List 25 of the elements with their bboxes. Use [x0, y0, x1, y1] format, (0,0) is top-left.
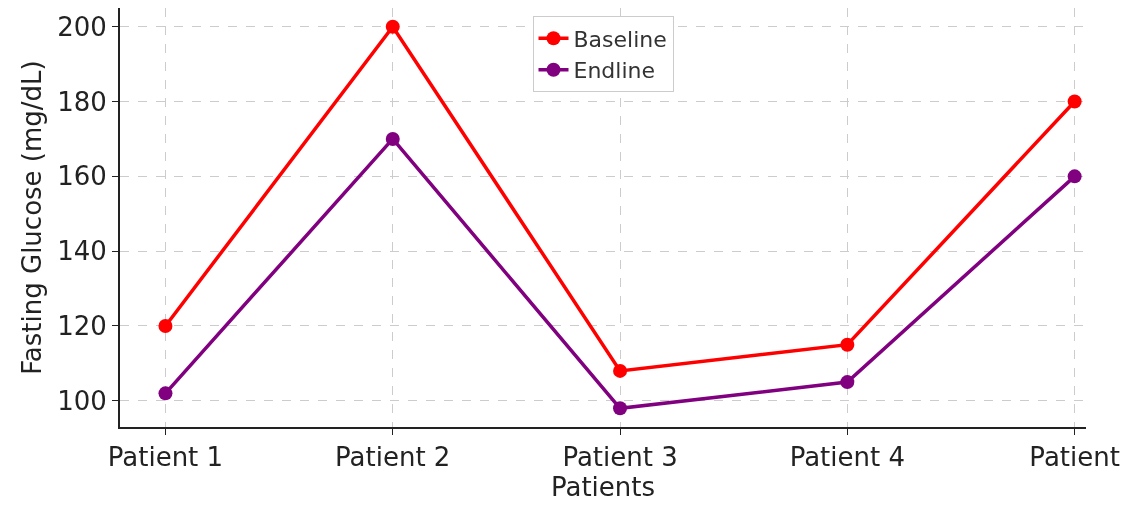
point [385, 19, 400, 34]
point [158, 318, 173, 333]
x-tick-label: Patient 1 [107, 442, 224, 473]
legend-label: Baseline [573, 26, 667, 52]
x-tick-label: Patient 4 [789, 442, 906, 473]
point [1067, 94, 1082, 109]
point [840, 337, 855, 352]
y-tick-label: 100 [57, 385, 107, 416]
y-tick-label: 120 [57, 311, 107, 342]
y-tick-label: 160 [57, 161, 107, 192]
x-tick-label: Patient 3 [562, 442, 678, 473]
y-tick-label: 180 [57, 86, 107, 117]
point [1067, 169, 1082, 184]
point [385, 131, 400, 146]
y-tick-label: 140 [57, 236, 107, 267]
point [158, 386, 173, 401]
point [840, 375, 855, 390]
y-axis-title: Fasting Glucose (mg/dL) [17, 60, 48, 375]
y-tick-label: 200 [57, 11, 107, 42]
x-tick-label: Patient [1029, 442, 1120, 473]
point [613, 401, 628, 416]
x-axis-title: Patients [550, 472, 656, 503]
legend-label: Endline [573, 58, 656, 84]
point [613, 363, 628, 378]
x-tick-label: Patient 2 [335, 442, 451, 473]
